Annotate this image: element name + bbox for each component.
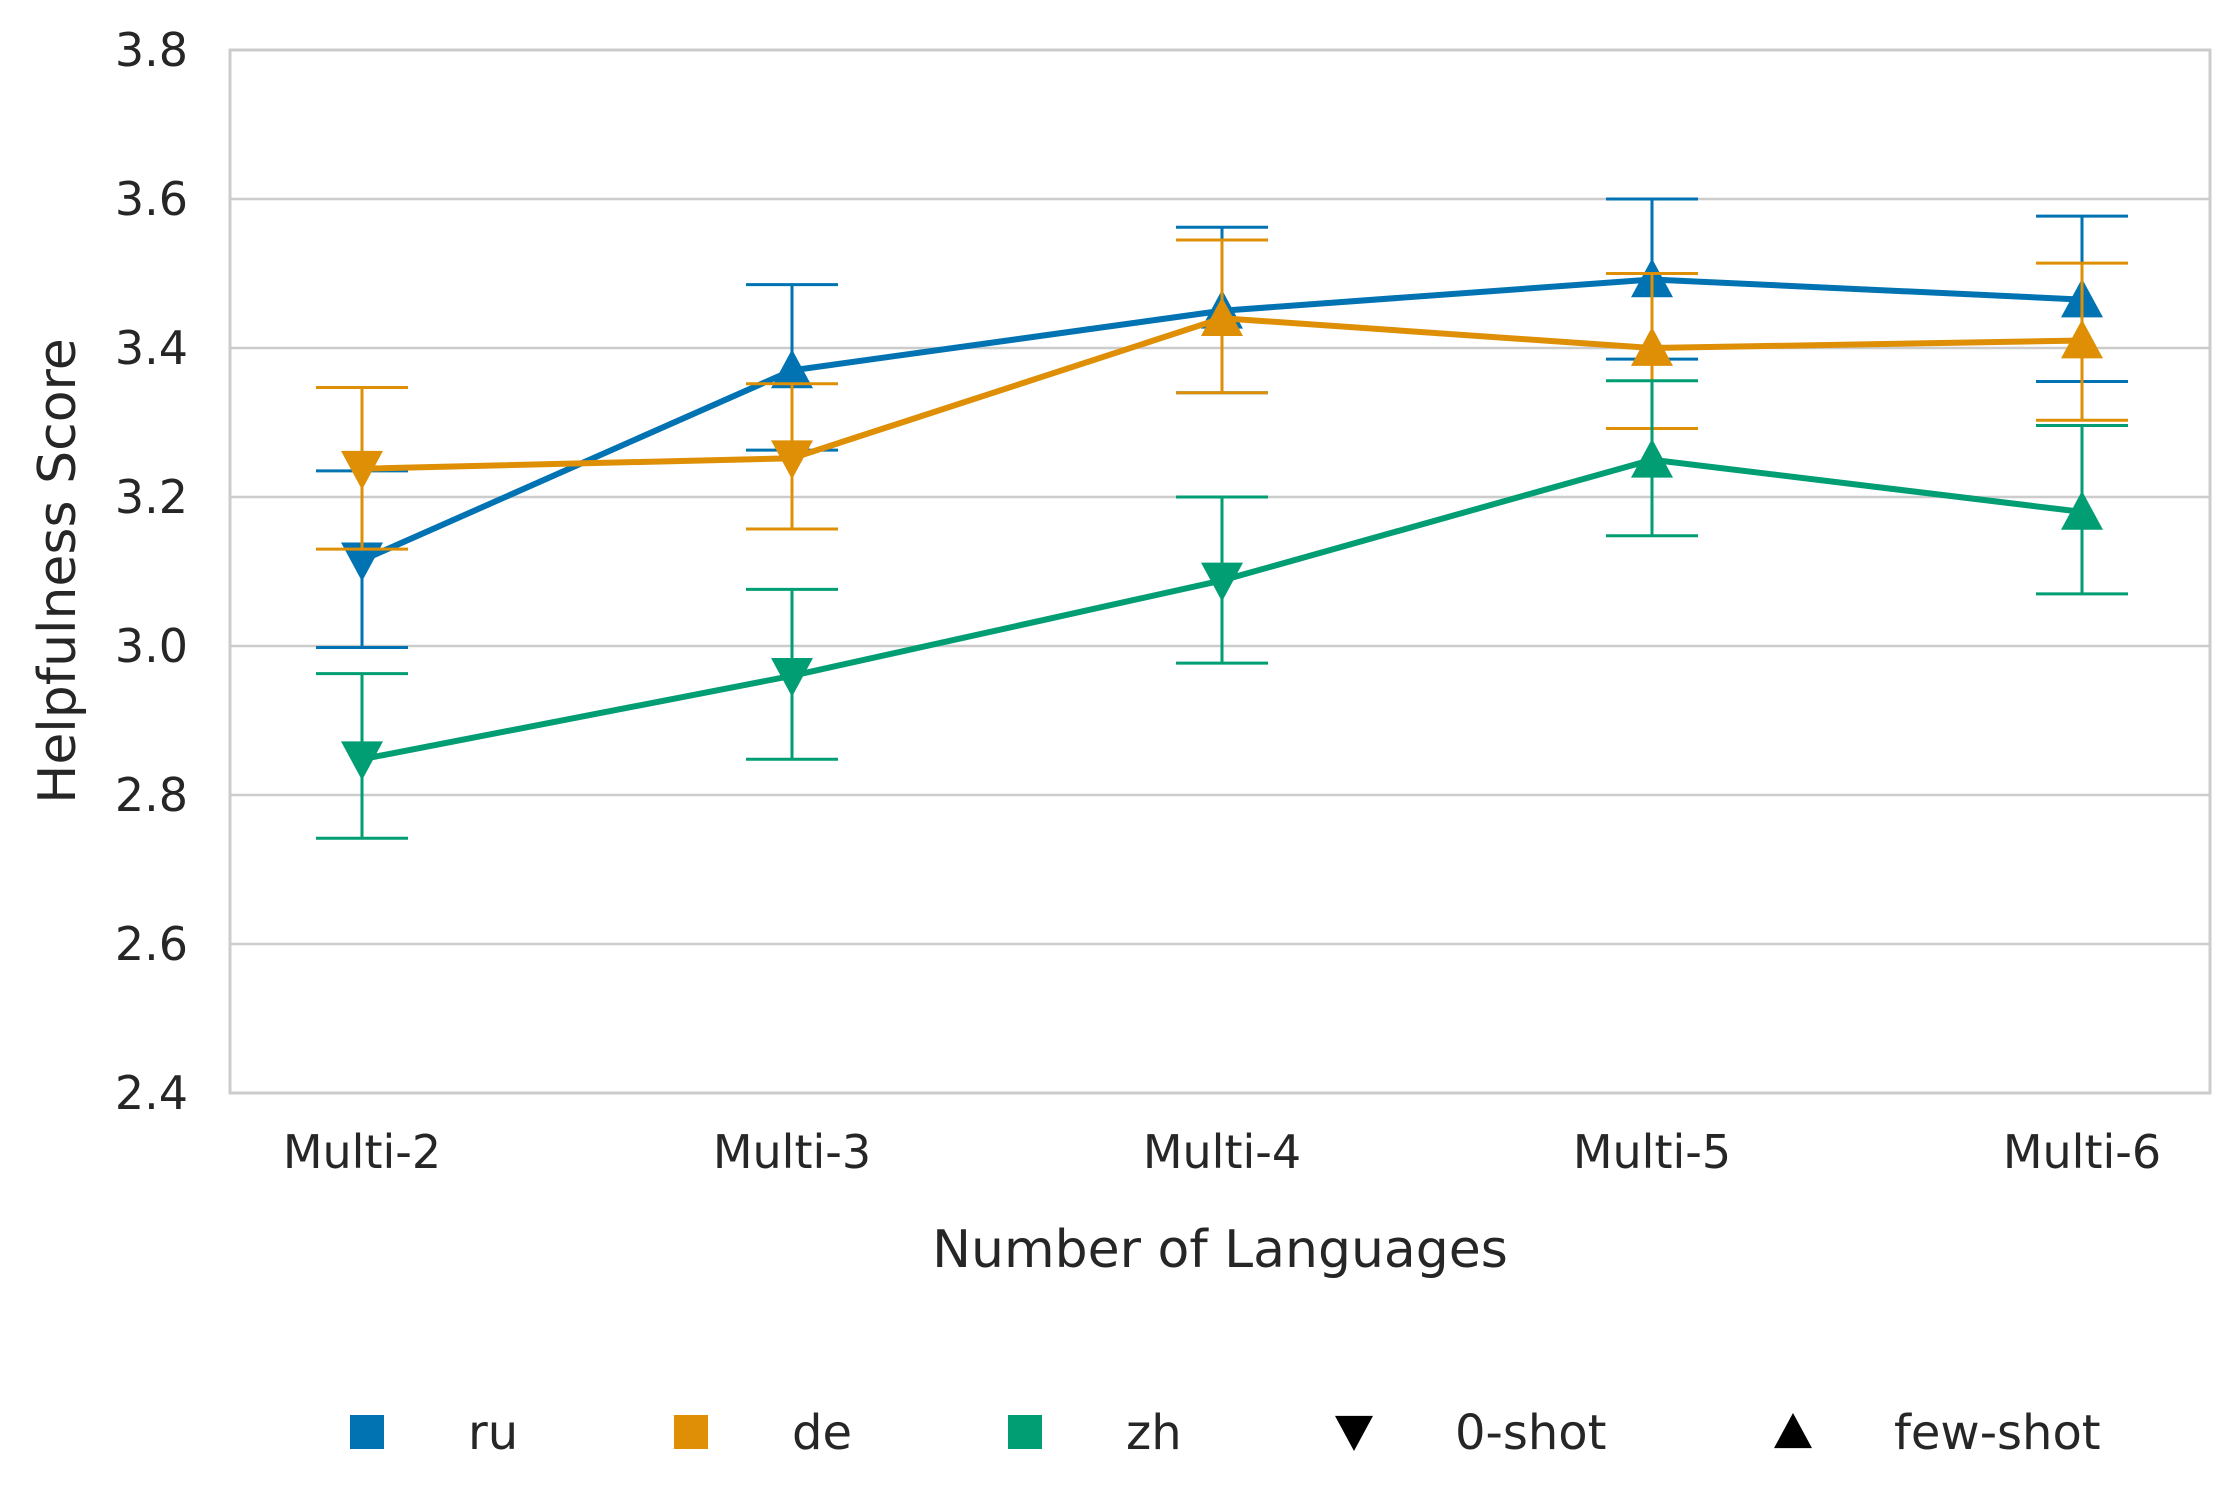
- legend-swatch: [1008, 1415, 1042, 1449]
- y-tick-label: 3.2: [115, 470, 188, 524]
- data-point: [771, 657, 813, 697]
- data-point: [771, 440, 813, 480]
- x-tick-label: Multi-5: [1573, 1125, 1731, 1179]
- y-axis-title: Helpfulness Score: [28, 338, 88, 804]
- y-tick-label: 2.6: [115, 917, 188, 971]
- x-tick-label: Multi-3: [713, 1125, 871, 1179]
- legend-item-0-shot: 0-shot: [1335, 1405, 1606, 1461]
- legend-marker: [1774, 1413, 1812, 1449]
- x-tick-label: Multi-2: [283, 1125, 441, 1179]
- legend-label: few-shot: [1894, 1405, 2101, 1461]
- data-point: [2061, 319, 2103, 359]
- legend-item-few-shot: few-shot: [1774, 1405, 2101, 1461]
- data-point: [2061, 490, 2103, 530]
- x-tick-label: Multi-6: [2003, 1125, 2161, 1179]
- plot-frame: [228, 48, 2212, 1095]
- x-tick-label: Multi-4: [1143, 1125, 1301, 1179]
- legend-marker: [1335, 1415, 1373, 1451]
- y-tick-label: 2.8: [115, 768, 188, 822]
- legend-swatch: [674, 1415, 708, 1449]
- x-axis-title: Number of Languages: [932, 1220, 1508, 1280]
- legend-item-de: de: [674, 1405, 852, 1461]
- legend-item-ru: ru: [350, 1405, 518, 1461]
- data-point: [341, 741, 383, 781]
- y-tick-label: 3.8: [115, 23, 188, 77]
- y-tick-label: 3.6: [115, 172, 188, 226]
- y-axis: 2.4 2.6 2.8 3.0 3.2 3.4 3.6 3.8: [115, 23, 188, 1120]
- legend-item-zh: zh: [1008, 1405, 1182, 1461]
- data-point: [1631, 438, 1673, 478]
- x-axis: Multi-2 Multi-3 Multi-4 Multi-5 Multi-6: [283, 1125, 2161, 1179]
- legend-label: de: [792, 1405, 852, 1461]
- y-tick-label: 3.0: [115, 619, 188, 673]
- legend-swatch: [350, 1415, 384, 1449]
- legend: ru de zh 0-shot few-shot: [350, 1405, 2101, 1461]
- data-point: [1201, 297, 1243, 337]
- series-zh: [316, 379, 2128, 840]
- data-point: [341, 450, 383, 490]
- series-de: [316, 238, 2128, 551]
- data-point: [341, 542, 383, 582]
- data-point: [771, 349, 813, 389]
- legend-label: 0-shot: [1455, 1405, 1606, 1461]
- y-tick-label: 3.4: [115, 321, 188, 375]
- data-point: [1201, 562, 1243, 602]
- y-tick-label: 2.4: [115, 1066, 188, 1120]
- legend-label: ru: [468, 1405, 518, 1461]
- legend-label: zh: [1126, 1405, 1182, 1461]
- series-group: [316, 197, 2128, 840]
- data-point: [1631, 327, 1673, 366]
